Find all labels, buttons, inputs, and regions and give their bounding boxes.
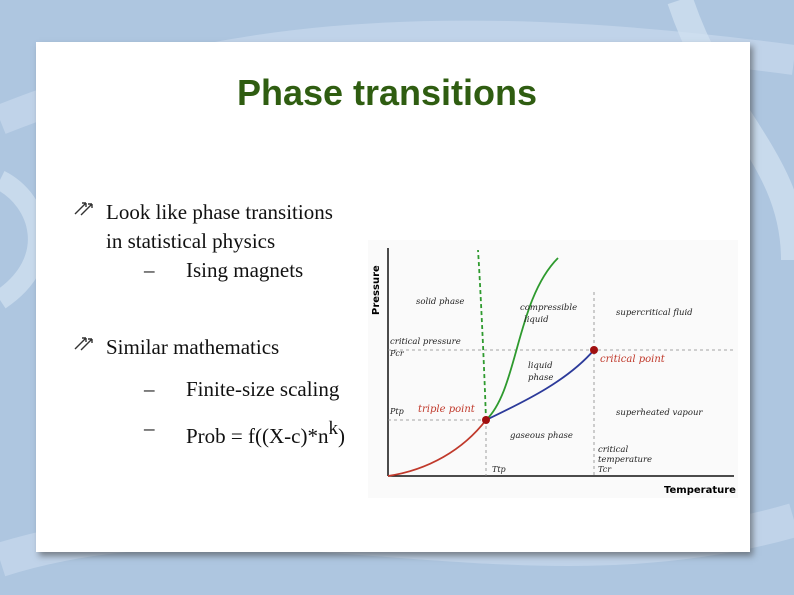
label-triple-point: triple point [418,404,476,415]
label-critical-temp-2: temperature [598,455,652,465]
label-critical-temp-1: critical [598,445,629,455]
melting-curve-dashed [477,249,487,421]
label-critical-point: critical point [600,354,666,365]
region-liquid-1: liquid [528,361,553,371]
sub-bullet-ising: – Ising magnets [144,256,304,285]
melting-curve [485,257,559,421]
region-supercritical: supercritical fluid [616,308,693,318]
dash: – [144,377,155,401]
triple-point-marker [482,416,490,424]
bullet-phase-transitions-cont: in statistical physics [106,227,275,256]
bullet-phase-transitions: Look like phase transitions [74,198,333,227]
sub-bullet-finite-size: – Finite-size scaling [144,375,340,404]
y-axis-label: Pressure [371,265,382,315]
region-liquid-2: phase [528,373,553,383]
label-p-cr: Pcr [389,349,405,358]
formula-suffix: ) [337,424,345,448]
label-p-tp: Ptp [389,407,404,416]
bullet-text-line1: Look like phase transitions [106,200,333,224]
sub-bullet-text: Ising magnets [186,258,304,282]
bullet-arrow-icon [74,202,93,216]
bullet-arrow-icon [74,337,93,351]
sub-bullet-prob-formula: – Prob = f((X-c)*nk) [144,414,345,451]
bullet-text: Similar mathematics [106,335,280,359]
formula-prefix: Prob = f((X-c)*n [186,424,329,448]
formula-exponent: k [328,418,338,439]
dash: – [144,258,155,282]
vaporization-curve [485,349,595,421]
region-solid: solid phase [416,297,464,307]
label-t-tp: Ttp [492,465,506,474]
region-superheated: superheated vapour [616,408,703,418]
critical-point-marker [590,346,598,354]
region-gaseous: gaseous phase [510,431,573,441]
phase-diagram: Pressure Temperature solid phase compres… [368,240,738,498]
label-critical-pressure: critical pressure [390,337,461,347]
bullet-similar-math: Similar mathematics [74,333,280,362]
bullet-text-line2: in statistical physics [106,229,276,253]
region-compressible-2: liquid [524,315,549,325]
diagram-background [368,240,738,498]
dash: – [144,416,155,440]
x-axis-label: Temperature [664,485,736,496]
slide-title: Phase transitions [236,72,538,113]
region-compressible-1: compressible [520,303,577,313]
sub-bullet-text: Finite-size scaling [186,377,340,401]
sublimation-curve [387,419,487,477]
label-t-cr: Tcr [598,465,612,474]
